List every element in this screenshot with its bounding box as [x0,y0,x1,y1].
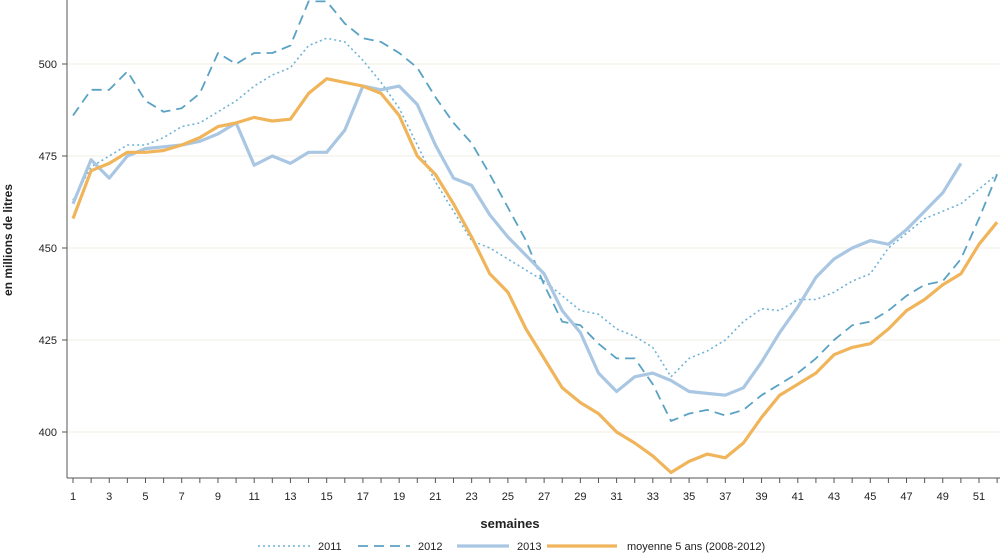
x-tick-label: 11 [248,491,259,503]
legend-label: moyenne 5 ans (2008-2012) [627,541,765,553]
x-tick-label: 51 [973,491,985,503]
x-tick-label: 5 [142,491,148,503]
x-tick-label: 9 [215,491,221,503]
x-tick-label: 23 [466,491,478,503]
x-tick-label: 45 [864,491,876,503]
x-tick-label: 13 [284,491,296,503]
grid [67,63,1000,433]
y-tick-label: 425 [39,335,57,347]
series-line-moyenne [71,77,999,475]
legend: 2011 2012 2013 moyenne 5 ans (2008-2012) [258,541,765,553]
y-tick-label: 450 [39,243,57,255]
series-lines [71,0,999,475]
x-tick-label: 25 [502,491,514,503]
x-tick-label: 39 [755,491,767,503]
legend-label: 2012 [418,541,442,553]
x-tick-label: 49 [937,491,949,503]
x-tick-label: 35 [683,491,695,503]
x-tick-label: 3 [106,491,112,503]
x-tick-label: 1 [70,491,76,503]
series-line-2013 [71,84,963,397]
x-tick-label: 7 [179,491,185,503]
x-tick-label: 43 [828,491,840,503]
legend-label: 2013 [517,541,541,553]
x-tick-label: 19 [393,491,405,503]
x-tick-label: 17 [357,491,369,503]
legend-label: 2011 [318,541,342,553]
x-axis-label: semaines [480,516,539,531]
x-tick-label: 29 [574,491,586,503]
x-tick-label: 37 [719,491,731,503]
x-tick-label: 27 [538,491,550,503]
y-tick-label: 500 [39,59,57,71]
x-tick-label: 41 [792,491,804,503]
y-tick-label: 475 [39,151,57,163]
y-tick-label: 400 [39,427,57,439]
x-tick-label: 15 [321,491,333,503]
x-tick-label: 47 [900,491,912,503]
y-axis-label: en millions de litres [1,184,15,296]
x-tick-label: 31 [610,491,622,503]
series-line-2011 [72,37,998,378]
x-tick-label: 21 [429,491,441,503]
x-tick-label: 33 [647,491,659,503]
